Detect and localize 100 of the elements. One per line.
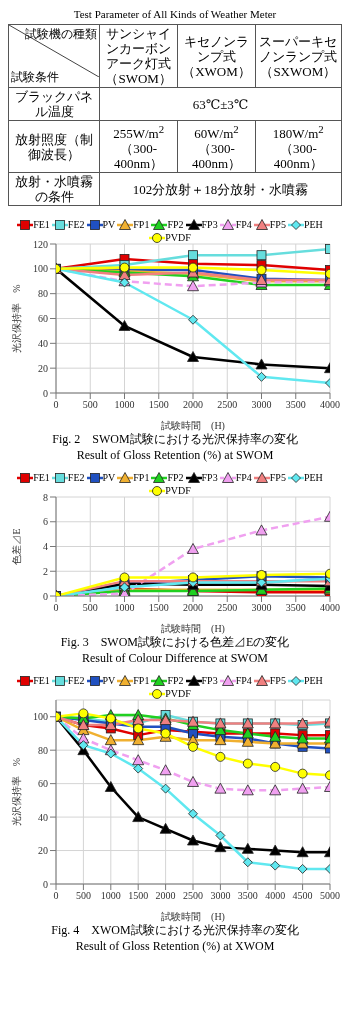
x-tick-label: 1500	[128, 890, 149, 902]
x-tick-label: 2000	[183, 602, 203, 614]
text: Fig. 4 XWOM試験における光沢保持率の変化	[50, 922, 300, 940]
legend-label: FP4	[234, 674, 252, 688]
legend-label: FP1	[132, 674, 150, 688]
y-tick-label: 2	[43, 566, 48, 578]
x-tick-label: 4000	[320, 602, 340, 614]
x-tick-label: 2000	[183, 399, 203, 411]
y-tick-label: 100	[33, 711, 48, 723]
y-tick-label: 80	[38, 288, 48, 300]
legend-label: FP1	[132, 218, 150, 232]
x-tick-label: 3500	[285, 399, 306, 411]
x-tick-label: 2500	[183, 890, 203, 902]
x-tick-label: 3500	[285, 602, 306, 614]
text: Test Parameter of All Kinds of Weather Meter	[72, 8, 278, 20]
x-tick-label: 1000	[114, 602, 135, 614]
text: Result of Colour Difference at SWOM	[80, 651, 270, 667]
x-tick-label: 4000	[265, 890, 286, 902]
legend-label: PV	[101, 218, 116, 232]
legend-label: PV	[101, 471, 116, 485]
x-tick-label: 1500	[148, 602, 169, 614]
x-tick-label: 3000	[251, 399, 272, 411]
y-tick-label: 100	[33, 263, 48, 275]
legend-label: FP5	[268, 471, 286, 485]
legend-label: FP1	[132, 471, 150, 485]
text: 放射・水噴霧の条件	[15, 174, 93, 205]
y-axis-title: 色差⊿E	[10, 528, 22, 565]
y-tick-label: 60	[38, 313, 48, 325]
x-tick-label: 1000	[114, 399, 135, 411]
text: キセノンランプ式（XWOM）	[182, 33, 251, 79]
x-axis-title: 試験時間 (H)	[161, 911, 225, 924]
legend-label: FP2	[166, 674, 184, 688]
legend-label: FP3	[200, 218, 218, 232]
y-tick-label: 40	[38, 811, 48, 823]
text: 180W/m$^{2}$（300-400nm）	[272, 123, 324, 172]
x-tick-label: 0	[53, 890, 59, 902]
legend-label: FP3	[200, 471, 218, 485]
y-tick-label: 120	[33, 238, 48, 250]
text: 102分放射＋18分放射・水噴霧	[132, 181, 309, 197]
text: Result of Gloss Retention (%) at XWOM	[74, 939, 276, 955]
x-tick-label: 3000	[251, 602, 272, 614]
y-tick-label: 8	[43, 491, 48, 503]
y-tick-label: 40	[38, 338, 48, 350]
legend-label: FP4	[234, 471, 252, 485]
text: スーパーキセノンランプ式（SXWOM）	[259, 33, 338, 79]
x-tick-label: 2500	[217, 602, 238, 614]
x-tick-label: 4000	[320, 399, 340, 411]
y-tick-label: 0	[43, 590, 48, 602]
legend-label: FE2	[66, 218, 85, 232]
x-tick-label: 5000	[320, 890, 340, 902]
legend-label: FP5	[268, 674, 286, 688]
legend-label: PVDF	[164, 687, 191, 701]
y-tick-label: 6	[43, 516, 48, 528]
text: Fig. 3 SWOM試験における色差⊿Eの変化	[59, 634, 291, 652]
y-tick-label: 0	[43, 878, 48, 890]
x-tick-label: 3000	[210, 890, 231, 902]
text: サンシャインカーボンアーク灯式（SWOM）	[105, 26, 172, 86]
legend-label: PVDF	[164, 231, 191, 245]
y-axis-title: 光沢保持率 %	[10, 758, 22, 827]
legend-label: PEH	[302, 471, 323, 485]
text: Fig. 2 SWOM試験における光沢保持率の変化	[51, 431, 299, 449]
legend-label: FE1	[32, 471, 50, 485]
legend-label: FE2	[66, 674, 85, 688]
x-tick-label: 1500	[148, 399, 169, 411]
y-tick-label: 20	[38, 845, 48, 857]
text: 試験機の種類	[25, 27, 97, 42]
legend-label: PEH	[302, 674, 323, 688]
x-tick-label: 500	[75, 890, 91, 902]
text: 255W/m$^{2}$（300-400nm）	[113, 123, 165, 172]
legend-label: FP3	[200, 674, 218, 688]
legend-label: FP5	[268, 218, 286, 232]
y-tick-label: 20	[38, 363, 48, 375]
x-tick-label: 1000	[100, 890, 121, 902]
x-tick-label: 500	[82, 399, 98, 411]
x-tick-label: 500	[82, 602, 98, 614]
text: ブラックパネル温度	[15, 89, 93, 119]
legend-label: FP2	[166, 471, 184, 485]
legend-label: PV	[101, 674, 116, 688]
x-tick-label: 3500	[237, 890, 258, 902]
legend-label: FP4	[234, 218, 252, 232]
x-tick-label: 2000	[155, 890, 176, 902]
legend-label: PVDF	[164, 484, 191, 498]
legend-label: FE2	[66, 471, 85, 485]
x-axis-title: 試験時間 (H)	[161, 623, 225, 636]
x-tick-label: 0	[53, 602, 59, 614]
text: 63℃±3℃	[192, 96, 249, 112]
legend-label: FP2	[166, 218, 184, 232]
text: 放射照度（制御波長）	[15, 131, 93, 162]
y-tick-label: 4	[43, 541, 48, 553]
legend-label: FE1	[32, 218, 50, 232]
y-tick-label: 0	[43, 387, 48, 399]
y-axis-title: 光沢保持率 %	[10, 284, 22, 353]
y-tick-label: 80	[38, 745, 48, 757]
legend-label: FE1	[32, 674, 50, 688]
x-tick-label: 2500	[217, 399, 238, 411]
text: Result of Gloss Retention (%) at SWOM	[75, 448, 275, 464]
x-tick-label: 0	[53, 399, 59, 411]
legend-label: PEH	[302, 218, 323, 232]
x-tick-label: 4500	[292, 890, 313, 902]
text: 試験条件	[11, 70, 59, 85]
